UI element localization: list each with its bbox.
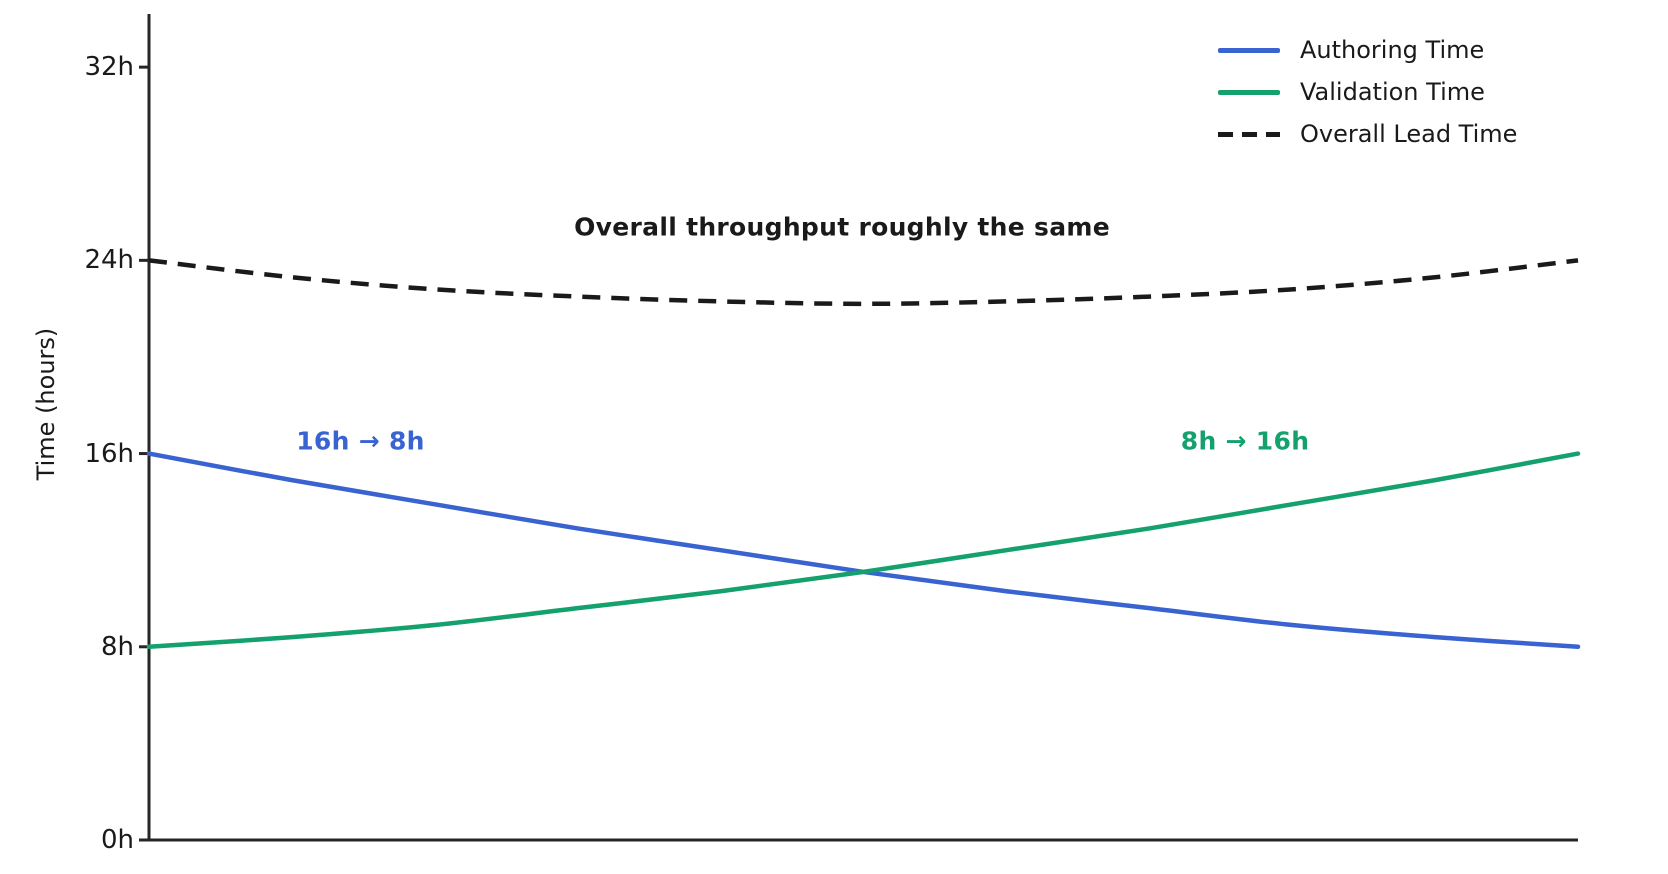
y-tick-label: 8h — [100, 631, 134, 662]
legend-label-validation: Validation Time — [1300, 78, 1485, 106]
legend-row-validation: Validation Time — [1218, 76, 1517, 108]
annotation-overall-throughput: Overall throughput roughly the same — [574, 212, 1110, 242]
y-tick-label: 0h — [100, 825, 134, 855]
legend-row-overall: Overall Lead Time — [1218, 118, 1517, 150]
series-line-overall-lead-time — [148, 258, 1579, 307]
legend-label-authoring: Authoring Time — [1300, 36, 1485, 64]
annotation-validation-change: 8h → 16h — [1180, 426, 1310, 456]
overall-dashed-line-sample-icon — [1218, 131, 1280, 137]
legend-row-authoring: Authoring Time — [1218, 34, 1517, 66]
legend: Authoring Time Validation Time Overall L… — [1218, 34, 1517, 150]
series-line-validation-time — [146, 451, 1581, 650]
legend-label-overall: Overall Lead Time — [1300, 120, 1518, 148]
y-tick-label: 32h — [84, 52, 134, 83]
y-tick-label: 16h — [84, 438, 134, 469]
annotation-authoring-change: 16h → 8h — [296, 426, 425, 456]
validation-line-sample-icon — [1218, 89, 1280, 95]
series-line-authoring-time — [146, 451, 1581, 650]
y-tick-label: 24h — [84, 245, 134, 276]
authoring-line-sample-icon — [1218, 47, 1280, 53]
